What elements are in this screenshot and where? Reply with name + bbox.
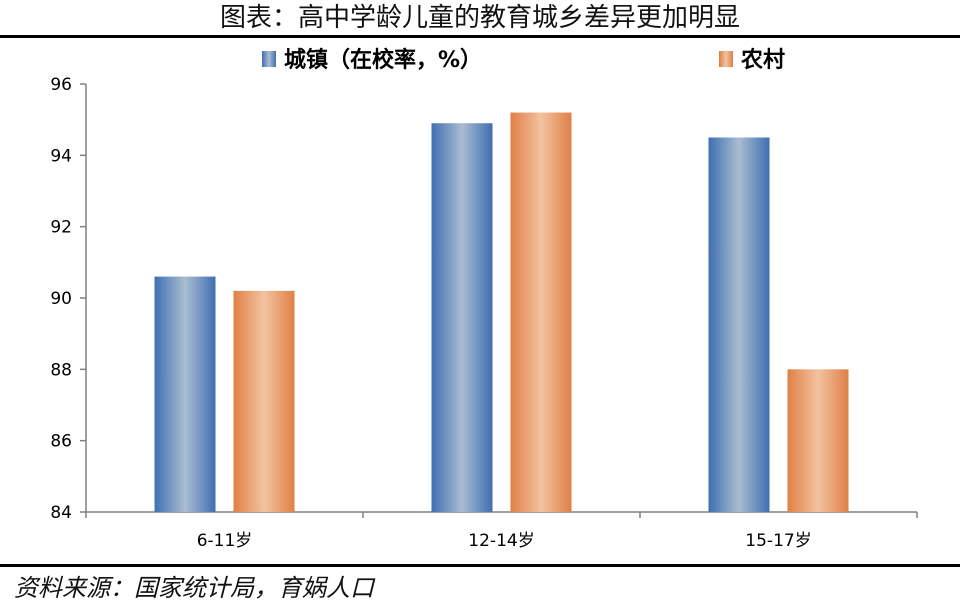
bottom-rule — [0, 564, 960, 567]
source-note: 资料来源：国家统计局，育娲人口 — [14, 574, 374, 602]
y-tick-label: 96 — [50, 75, 72, 95]
legend-label-rural: 农村 — [740, 47, 785, 73]
bar-urban — [154, 276, 216, 512]
x-category-label: 12-14岁 — [468, 531, 534, 551]
x-category-label: 15-17岁 — [745, 531, 811, 551]
axes: 84 86 88 90 92 94 96 6-11岁 12-14岁 15-17岁 — [50, 75, 918, 551]
y-tick-label: 92 — [50, 218, 72, 238]
bar-rural — [233, 290, 295, 512]
bar-chart: 城镇（在校率，%） 农村 84 86 88 90 92 94 96 6-11岁 12-14岁 15-… — [50, 47, 918, 551]
legend: 城镇（在校率，%） 农村 — [262, 47, 785, 73]
y-tick-label: 90 — [50, 289, 72, 309]
bars — [154, 112, 849, 513]
x-category-label: 6-11岁 — [197, 531, 253, 551]
legend-swatch-rural — [719, 51, 733, 67]
y-tick-label: 86 — [50, 432, 72, 452]
bar-rural — [510, 112, 572, 513]
chart-title: 图表：高中学龄儿童的教育城乡差异更加明显 — [219, 3, 740, 33]
bar-urban — [431, 123, 493, 512]
y-tick-label: 88 — [50, 360, 72, 380]
legend-label-urban: 城镇（在校率，%） — [284, 47, 482, 73]
legend-swatch-urban — [262, 51, 276, 67]
y-tick-label: 84 — [50, 503, 72, 523]
top-rule — [0, 35, 960, 38]
bar-urban — [708, 137, 770, 512]
bar-rural — [787, 369, 849, 512]
y-tick-label: 94 — [50, 146, 72, 166]
